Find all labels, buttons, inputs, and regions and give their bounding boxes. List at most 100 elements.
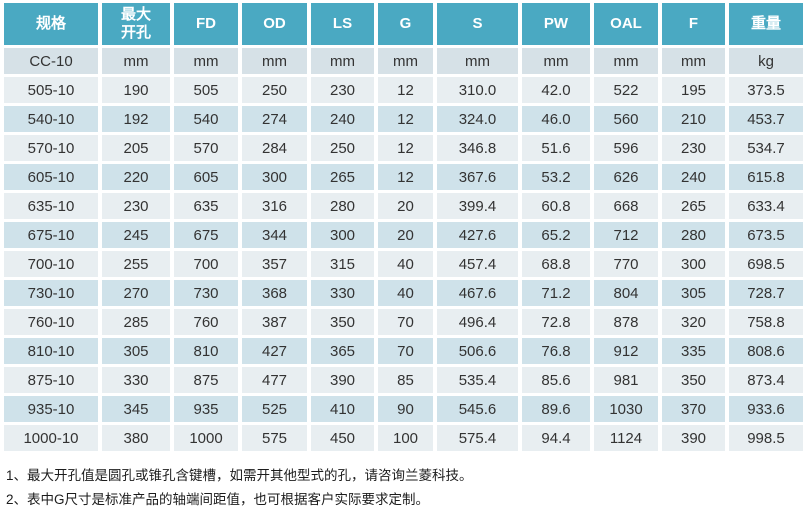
table-cell: mm [378, 48, 433, 74]
table-cell: 195 [662, 77, 725, 103]
table-row: 760-10 285 760 387 350 70 496.4 72.8 878 320 758.8 [4, 309, 803, 335]
table-cell: 350 [662, 367, 725, 393]
table-cell: 873.4 [729, 367, 803, 393]
table-cell: 265 [311, 164, 374, 190]
table-cell: 810 [174, 338, 238, 364]
table-cell: mm [594, 48, 658, 74]
table-cell: 71.2 [522, 280, 590, 306]
table-cell: 373.5 [729, 77, 803, 103]
table-cell: 12 [378, 77, 433, 103]
table-cell: 310.0 [437, 77, 518, 103]
table-cell: 1000-10 [4, 425, 98, 451]
table-cell: 810-10 [4, 338, 98, 364]
table-row: 540-10 192 540 274 240 12 324.0 46.0 560 210 453.7 [4, 106, 803, 132]
column-header: FD [174, 3, 238, 45]
table-cell: 675 [174, 222, 238, 248]
column-header: LS [311, 3, 374, 45]
table-row: 570-10 205 570 284 250 12 346.8 51.6 596 230 534.7 [4, 135, 803, 161]
table-cell: kg [729, 48, 803, 74]
table-cell: 605 [174, 164, 238, 190]
column-header: 重量 [729, 3, 803, 45]
footnote-2: 2、表中G尺寸是标准产品的轴端间距值，也可根据客户实际要求定制。 [6, 492, 430, 507]
table-cell: 250 [311, 135, 374, 161]
table-cell: 540-10 [4, 106, 98, 132]
table-cell: 457.4 [437, 251, 518, 277]
table-cell: 40 [378, 251, 433, 277]
table-cell: 190 [102, 77, 170, 103]
table-cell: 70 [378, 338, 433, 364]
column-header: F [662, 3, 725, 45]
footnote-1: 1、最大开孔值是圆孔或锥孔含键槽，如需开其他型式的孔，请咨询兰菱科技。 [6, 468, 473, 483]
table-cell: 698.5 [729, 251, 803, 277]
column-header: PW [522, 3, 590, 45]
table-cell: 20 [378, 193, 433, 219]
column-header-label: 最大开孔 [121, 6, 152, 41]
table-cell: 274 [242, 106, 307, 132]
table-cell: 505-10 [4, 77, 98, 103]
table-cell: 410 [311, 396, 374, 422]
table-cell: 570 [174, 135, 238, 161]
table-cell: 522 [594, 77, 658, 103]
table-cell: 387 [242, 309, 307, 335]
table-cell: 192 [102, 106, 170, 132]
table-cell: 357 [242, 251, 307, 277]
table-cell: 935 [174, 396, 238, 422]
table-cell: 540 [174, 106, 238, 132]
table-cell: 575 [242, 425, 307, 451]
table-cell: 804 [594, 280, 658, 306]
table-cell: 265 [662, 193, 725, 219]
spec-table: 规格 最大开孔 FD OD LS G S PW OAL F 重量 CC-10 mm mm mm mm mm mm… [4, 3, 803, 451]
table-cell: 1000 [174, 425, 238, 451]
table-cell: 330 [102, 367, 170, 393]
table-cell: 280 [311, 193, 374, 219]
table-cell: 808.6 [729, 338, 803, 364]
table-cell: 280 [662, 222, 725, 248]
table-row: 810-10 305 810 427 365 70 506.6 76.8 912 335 808.6 [4, 338, 803, 364]
table-cell: 53.2 [522, 164, 590, 190]
table-cell: 675-10 [4, 222, 98, 248]
column-header-label: FD [196, 15, 216, 32]
table-cell: 760 [174, 309, 238, 335]
table-cell: 700 [174, 251, 238, 277]
table-row: 675-10 245 675 344 300 20 427.6 65.2 712 280 673.5 [4, 222, 803, 248]
table-cell: 76.8 [522, 338, 590, 364]
table-cell: 346.8 [437, 135, 518, 161]
table-row: 605-10 220 605 300 265 12 367.6 53.2 626 240 615.8 [4, 164, 803, 190]
table-cell: 535.4 [437, 367, 518, 393]
table-cell: 712 [594, 222, 658, 248]
table-cell: 255 [102, 251, 170, 277]
table-cell: mm [522, 48, 590, 74]
column-header-label: G [399, 15, 412, 32]
table-cell: 635 [174, 193, 238, 219]
table-cell: 20 [378, 222, 433, 248]
table-cell: 12 [378, 135, 433, 161]
table-cell: 60.8 [522, 193, 590, 219]
table-cell: 1124 [594, 425, 658, 451]
table-cell: 505 [174, 77, 238, 103]
table-cell: 250 [242, 77, 307, 103]
table-row: 1000-10 380 1000 575 450 100 575.4 94.4 1124 390 9… [4, 425, 803, 451]
table-cell: 12 [378, 106, 433, 132]
table-cell: 875-10 [4, 367, 98, 393]
table-cell: 730-10 [4, 280, 98, 306]
table-header-row: 规格 最大开孔 FD OD LS G S PW OAL F 重量 [4, 3, 803, 45]
table-cell: 998.5 [729, 425, 803, 451]
table-cell: 320 [662, 309, 725, 335]
table-cell: 935-10 [4, 396, 98, 422]
table-cell: 305 [662, 280, 725, 306]
table-cell: 427 [242, 338, 307, 364]
table-cell: 42.0 [522, 77, 590, 103]
table-cell: 94.4 [522, 425, 590, 451]
table-cell: 390 [311, 367, 374, 393]
table-cell: 626 [594, 164, 658, 190]
table-cell: 85 [378, 367, 433, 393]
table-cell: mm [437, 48, 518, 74]
table-cell: 912 [594, 338, 658, 364]
table-cell: CC-10 [4, 48, 98, 74]
table-cell: 367.6 [437, 164, 518, 190]
column-header: S [437, 3, 518, 45]
table-cell: 100 [378, 425, 433, 451]
table-cell: 770 [594, 251, 658, 277]
table-cell: 390 [662, 425, 725, 451]
table-cell: 324.0 [437, 106, 518, 132]
